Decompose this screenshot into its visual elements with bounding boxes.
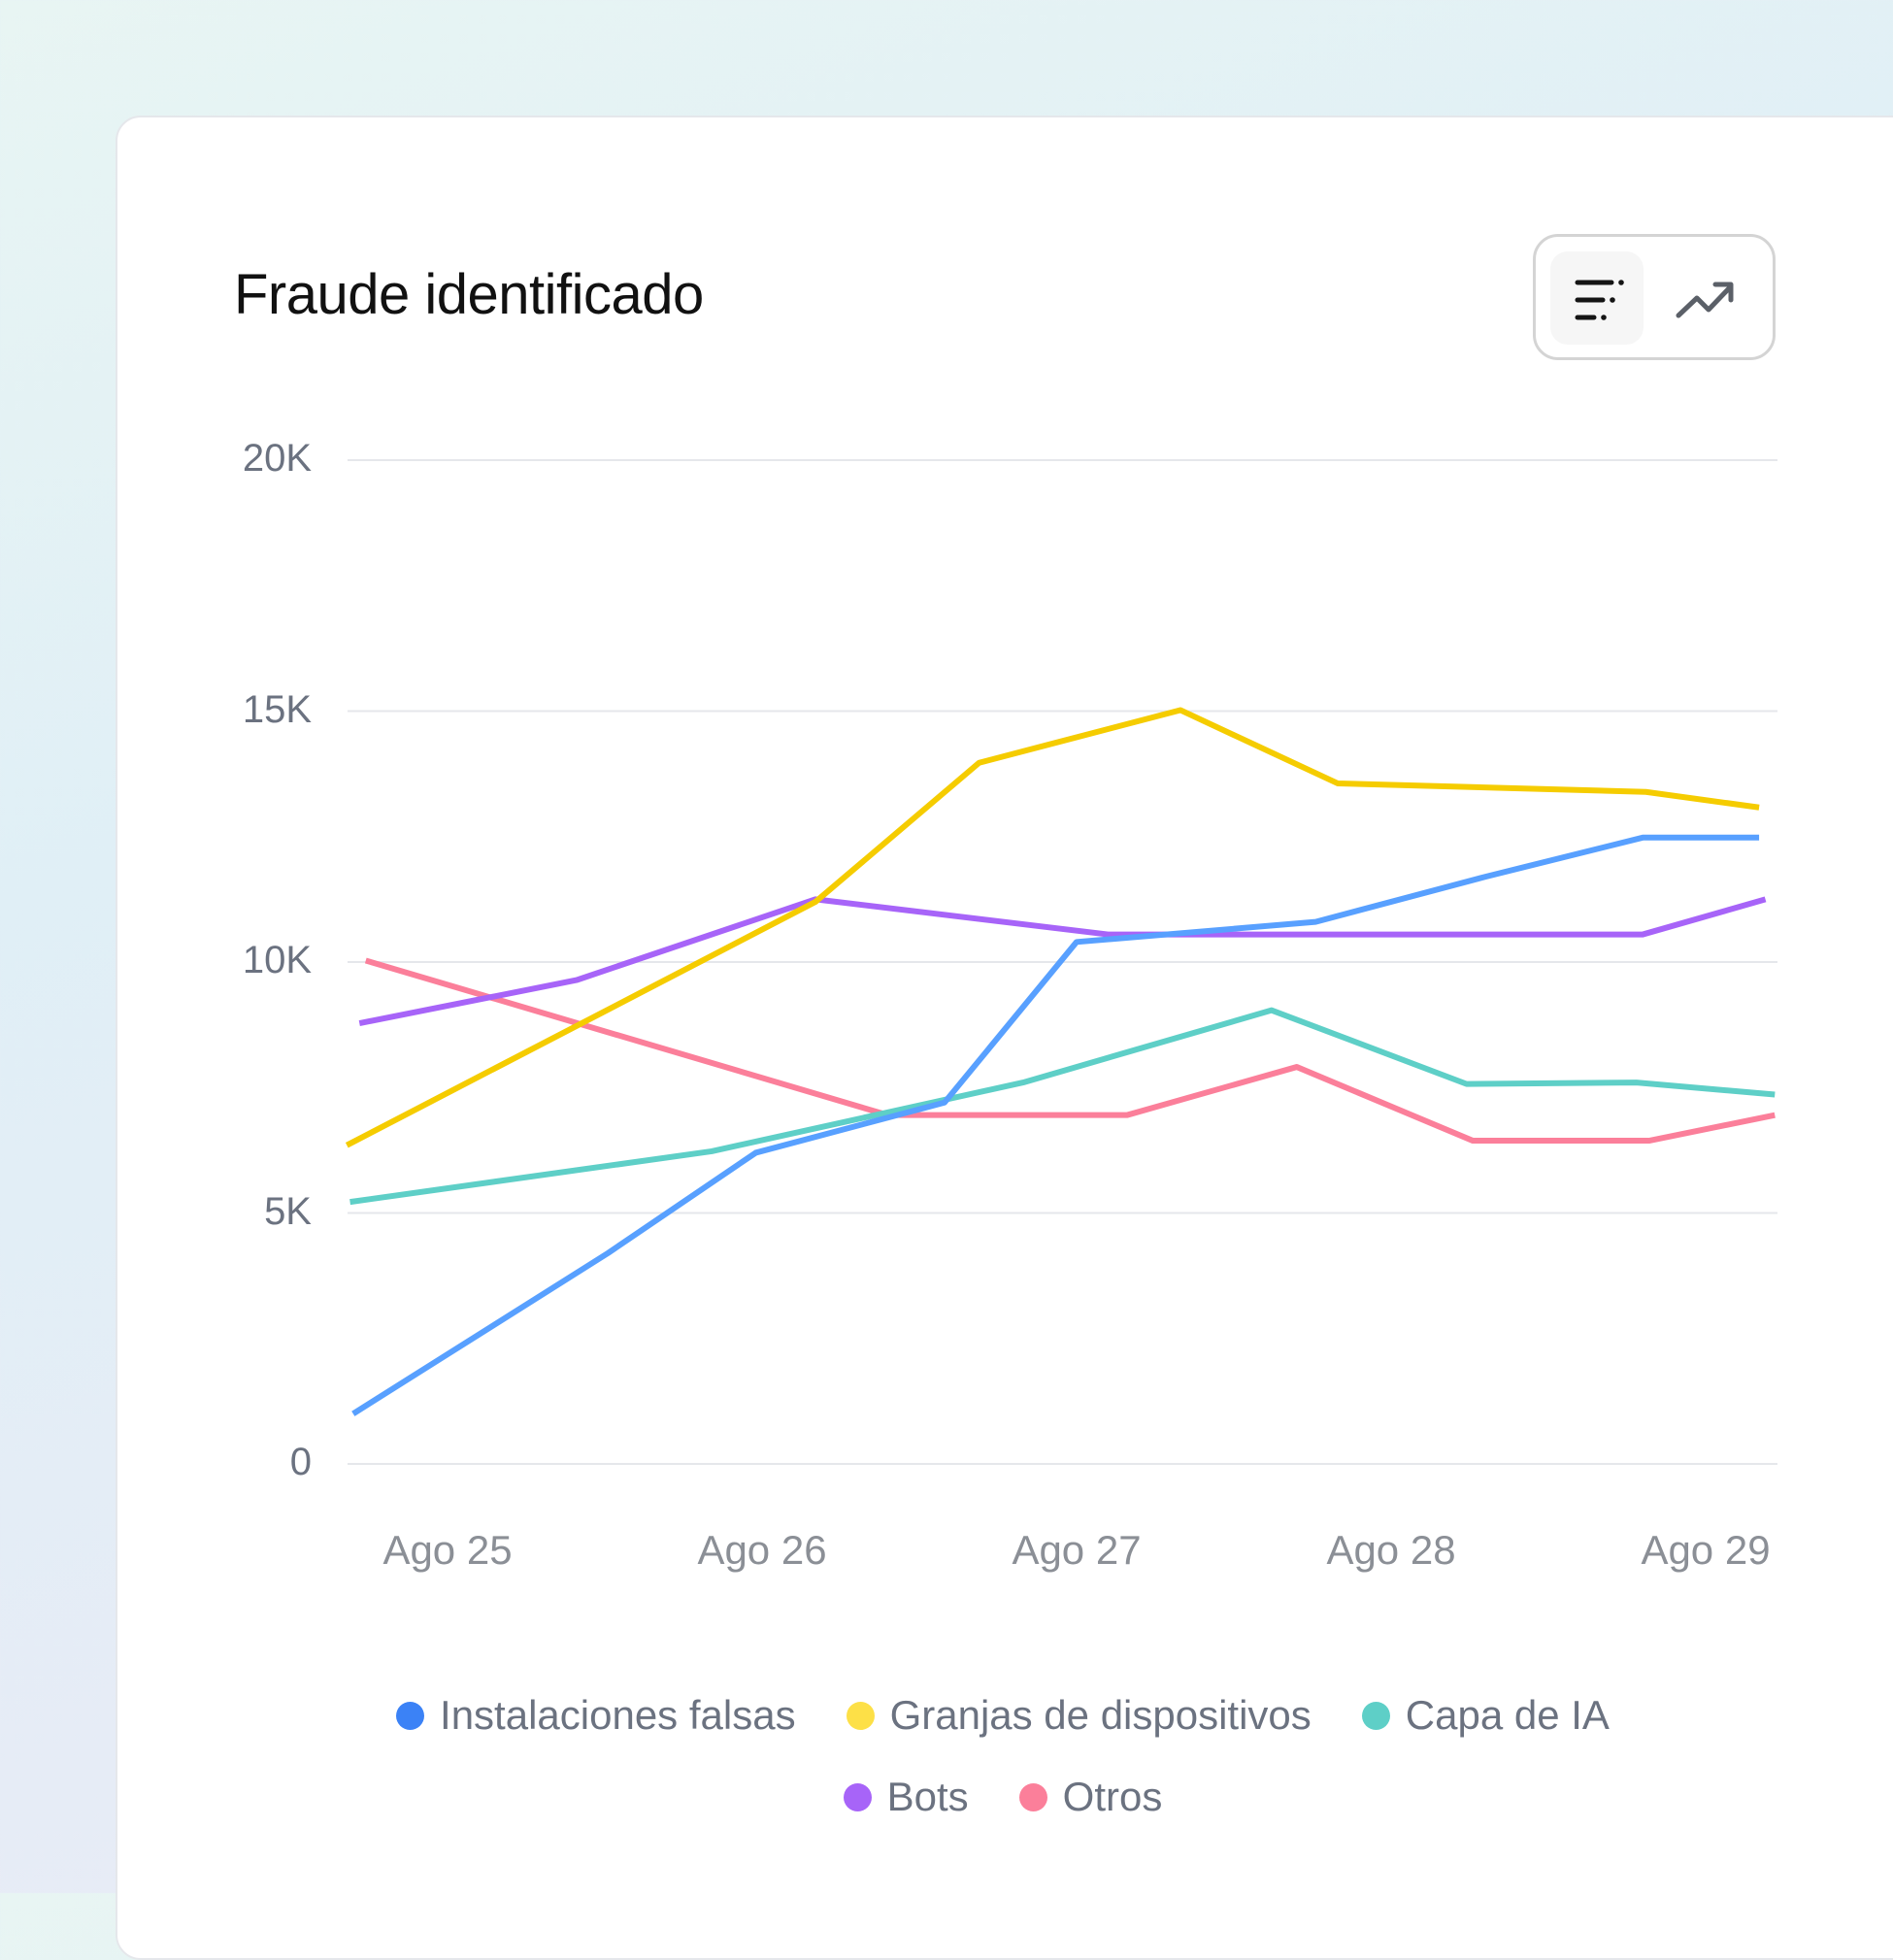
series-line-instalaciones-falsas[interactable] <box>351 834 1760 1416</box>
x-tick-label: Ago 27 <box>1012 1527 1142 1573</box>
sorted-view-button[interactable] <box>1550 251 1644 345</box>
series-line-capa-de-ia[interactable] <box>349 1007 1776 1206</box>
legend-label: Bots <box>886 1774 969 1819</box>
series-line-granjas-de-dispositivos[interactable] <box>345 707 1760 1148</box>
legend-item[interactable]: Capa de IA <box>1361 1689 1610 1742</box>
trending-up-icon <box>1676 282 1734 318</box>
y-tick-label: 20K <box>242 437 312 480</box>
legend-dot-icon <box>1018 1782 1047 1811</box>
legend-item[interactable]: Bots <box>843 1771 969 1823</box>
legend-label: Capa de IA <box>1405 1692 1610 1738</box>
legend-label: Instalaciones falsas <box>440 1692 796 1738</box>
legend: Instalaciones falsas Granjas de dispositi… <box>372 1689 1634 1823</box>
chart-type-toggle <box>1533 234 1776 360</box>
series-line-otros[interactable] <box>364 957 1776 1145</box>
legend-label: Granjas de dispositivos <box>889 1692 1312 1738</box>
legend-item[interactable]: Otros <box>1018 1771 1163 1823</box>
legend-label: Otros <box>1062 1774 1163 1819</box>
legend-dot-icon <box>396 1701 425 1730</box>
series-line-bots[interactable] <box>358 896 1767 1027</box>
x-tick-label: Ago 25 <box>382 1527 513 1573</box>
sort-list-icon <box>1575 280 1624 320</box>
y-tick-label: 10K <box>242 939 312 981</box>
chart-card <box>116 116 1893 1960</box>
x-tick-label: Ago 29 <box>1641 1527 1771 1573</box>
y-tick-label: 0 <box>289 1441 312 1483</box>
legend-item[interactable]: Instalaciones falsas <box>396 1689 796 1742</box>
chart-title: Fraude identificado <box>234 263 704 326</box>
line-view-button[interactable] <box>1660 251 1753 345</box>
y-tick-label: 15K <box>242 687 312 731</box>
x-tick-label: Ago 26 <box>697 1527 827 1573</box>
legend-item[interactable]: Granjas de dispositivos <box>846 1689 1312 1742</box>
legend-dot-icon <box>846 1701 875 1730</box>
x-tick-label: Ago 28 <box>1326 1527 1456 1573</box>
line-chart <box>345 459 1777 1465</box>
legend-dot-icon <box>1361 1701 1390 1730</box>
y-tick-label: 5K <box>264 1189 312 1233</box>
legend-dot-icon <box>843 1782 872 1811</box>
